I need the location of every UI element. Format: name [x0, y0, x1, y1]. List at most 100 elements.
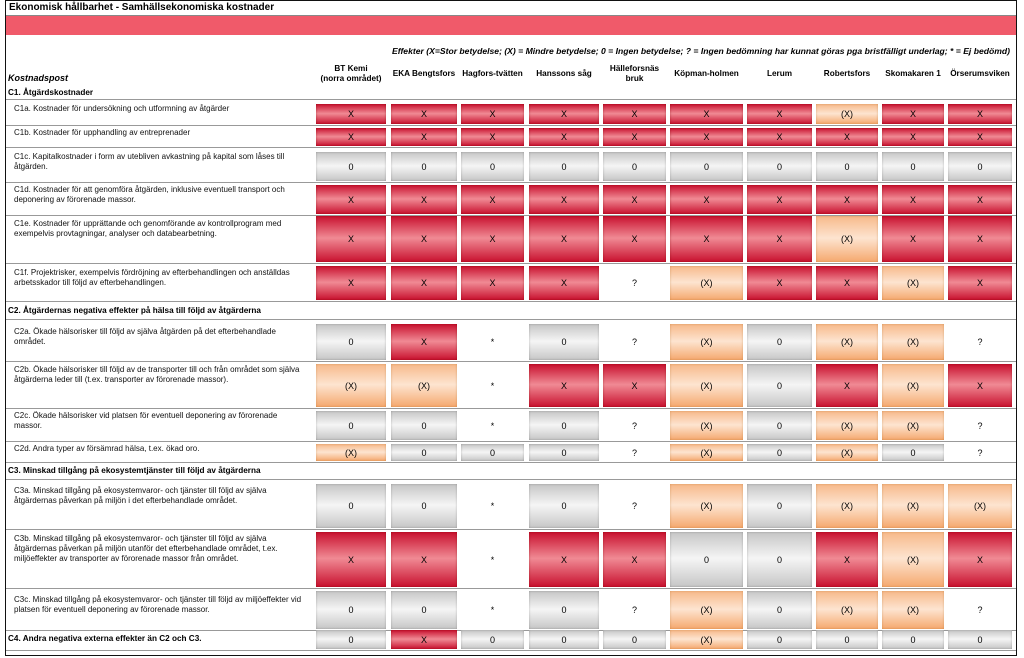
effect-cell: * [461, 591, 524, 629]
row-divider [6, 125, 1016, 126]
row-divider [6, 215, 1016, 216]
effect-cell: 0 [747, 532, 812, 587]
column-header-line: Robertsfors [823, 69, 871, 78]
effect-cell: 0 [529, 591, 599, 629]
effect-cell: X [529, 216, 599, 262]
column-header-line: Hagfors-tvätten [462, 69, 523, 78]
effect-cell: (X) [316, 364, 386, 407]
section-row: C1. Åtgärdskostnader [6, 87, 1018, 99]
column-header: Lerum [747, 69, 812, 79]
effect-cell: (X) [670, 591, 743, 629]
row-divider [6, 99, 1016, 100]
row-divider [6, 408, 1016, 409]
effect-cell: X [882, 185, 944, 214]
effect-cell: (X) [670, 411, 743, 440]
effect-cell: (X) [882, 266, 944, 300]
effect-cell: X [529, 128, 599, 146]
effect-cell: 0 [603, 630, 666, 649]
effect-cell: 0 [391, 411, 457, 440]
effect-cell: (X) [670, 630, 743, 649]
effect-cell: * [461, 411, 524, 440]
effect-cell: 0 [529, 630, 599, 649]
section-heading: C1. Åtgärdskostnader [8, 88, 94, 97]
effect-cell: X [529, 266, 599, 300]
effect-cell: X [948, 216, 1012, 262]
effects-legend: Effekter (X=Stor betydelse; (X) = Mindre… [392, 46, 1010, 56]
column-header-line: EKA Bengtsfors [392, 69, 456, 78]
effect-cell: 0 [747, 591, 812, 629]
section-heading: C3. Minskad tillgång på ekosystemtjänste… [8, 466, 261, 475]
table-row: C1f. Projektrisker, exempelvis fördröjni… [6, 265, 1018, 301]
column-header: Köpman-holmen [670, 69, 743, 79]
row-divider [6, 650, 1016, 651]
effect-cell: X [948, 104, 1012, 124]
effect-cell: 0 [948, 152, 1012, 181]
effect-cell: 0 [882, 630, 944, 649]
column-header-line: Skomakaren 1 [885, 69, 941, 78]
cost-item-label: C2c. Ökade hälsorisker vid platsen för e… [14, 411, 278, 430]
effect-cell: X [316, 104, 386, 124]
effect-cell: (X) [816, 411, 878, 440]
effect-cell: X [391, 324, 457, 360]
effect-cell: (X) [816, 484, 878, 528]
effect-cell: 0 [747, 152, 812, 181]
column-header: Hanssons såg [529, 69, 599, 79]
table-frame: Ekonomisk hållbarhet - Samhällsekonomisk… [5, 0, 1017, 656]
section-heading: C2. Åtgärdernas negativa effekter på häl… [8, 306, 261, 315]
effect-cell: X [948, 364, 1012, 407]
effect-cell: 0 [461, 152, 524, 181]
table-row: C3a. Minskad tillgång på ekosystemvaror-… [6, 483, 1018, 529]
effect-cell: X [461, 266, 524, 300]
effect-cell: X [816, 532, 878, 587]
table-row: C1b. Kostnader för upphandling av entrep… [6, 127, 1018, 147]
column-header-line: Örserumsviken [950, 69, 1010, 78]
effect-cell: * [461, 484, 524, 528]
table-row: C1c. Kapitalkostnader i form av uteblive… [6, 151, 1018, 182]
effect-cell: 0 [747, 444, 812, 461]
effect-cell: (X) [670, 266, 743, 300]
column-header-line: Köpman-holmen [674, 69, 739, 78]
effect-cell: X [529, 104, 599, 124]
effect-cell: X [316, 266, 386, 300]
effect-cell: (X) [816, 324, 878, 360]
effect-cell: X [316, 532, 386, 587]
effect-cell: X [603, 532, 666, 587]
row-divider [6, 319, 1016, 320]
effect-cell: X [603, 128, 666, 146]
cost-item-label: C2a. Ökade hälsorisker till följd av sjä… [14, 327, 276, 346]
effect-cell: 0 [391, 152, 457, 181]
effect-cell: (X) [391, 364, 457, 407]
effect-cell: 0 [316, 324, 386, 360]
column-header: Hagfors-tvätten [461, 69, 524, 79]
effect-cell: X [948, 266, 1012, 300]
effect-cell: (X) [816, 104, 878, 124]
effect-cell: 0 [391, 591, 457, 629]
column-header: EKA Bengtsfors [391, 69, 457, 79]
effect-cell: X [391, 185, 457, 214]
effect-cell: (X) [882, 364, 944, 407]
column-header: Robertsfors [816, 69, 878, 79]
column-header-line: Hälleforsnäs [609, 64, 660, 73]
effect-cell: X [391, 104, 457, 124]
column-header-line: bruk [625, 74, 644, 83]
effect-cell: (X) [316, 444, 386, 461]
effect-cell: X [529, 364, 599, 407]
effect-cell: X [882, 216, 944, 262]
effect-cell: 0 [816, 152, 878, 181]
effect-cell: 0 [816, 630, 878, 649]
effect-cell: X [747, 185, 812, 214]
effect-cell: X [391, 532, 457, 587]
section-row: C3. Minskad tillgång på ekosystemtjänste… [6, 464, 1018, 479]
effect-cell: X [670, 104, 743, 124]
effect-cell: X [603, 216, 666, 262]
effect-cell: 0 [747, 411, 812, 440]
effect-cell: (X) [816, 216, 878, 262]
effect-cell: ? [603, 591, 666, 629]
effect-cell: X [670, 128, 743, 146]
kostnadspost-header: Kostnadspost [8, 73, 69, 83]
effect-cell: 0 [747, 630, 812, 649]
table-row: C3b. Minskad tillgång på ekosystemvaror-… [6, 531, 1018, 588]
effect-cell: X [670, 185, 743, 214]
effect-cell: X [948, 532, 1012, 587]
effect-cell: ? [948, 444, 1012, 461]
